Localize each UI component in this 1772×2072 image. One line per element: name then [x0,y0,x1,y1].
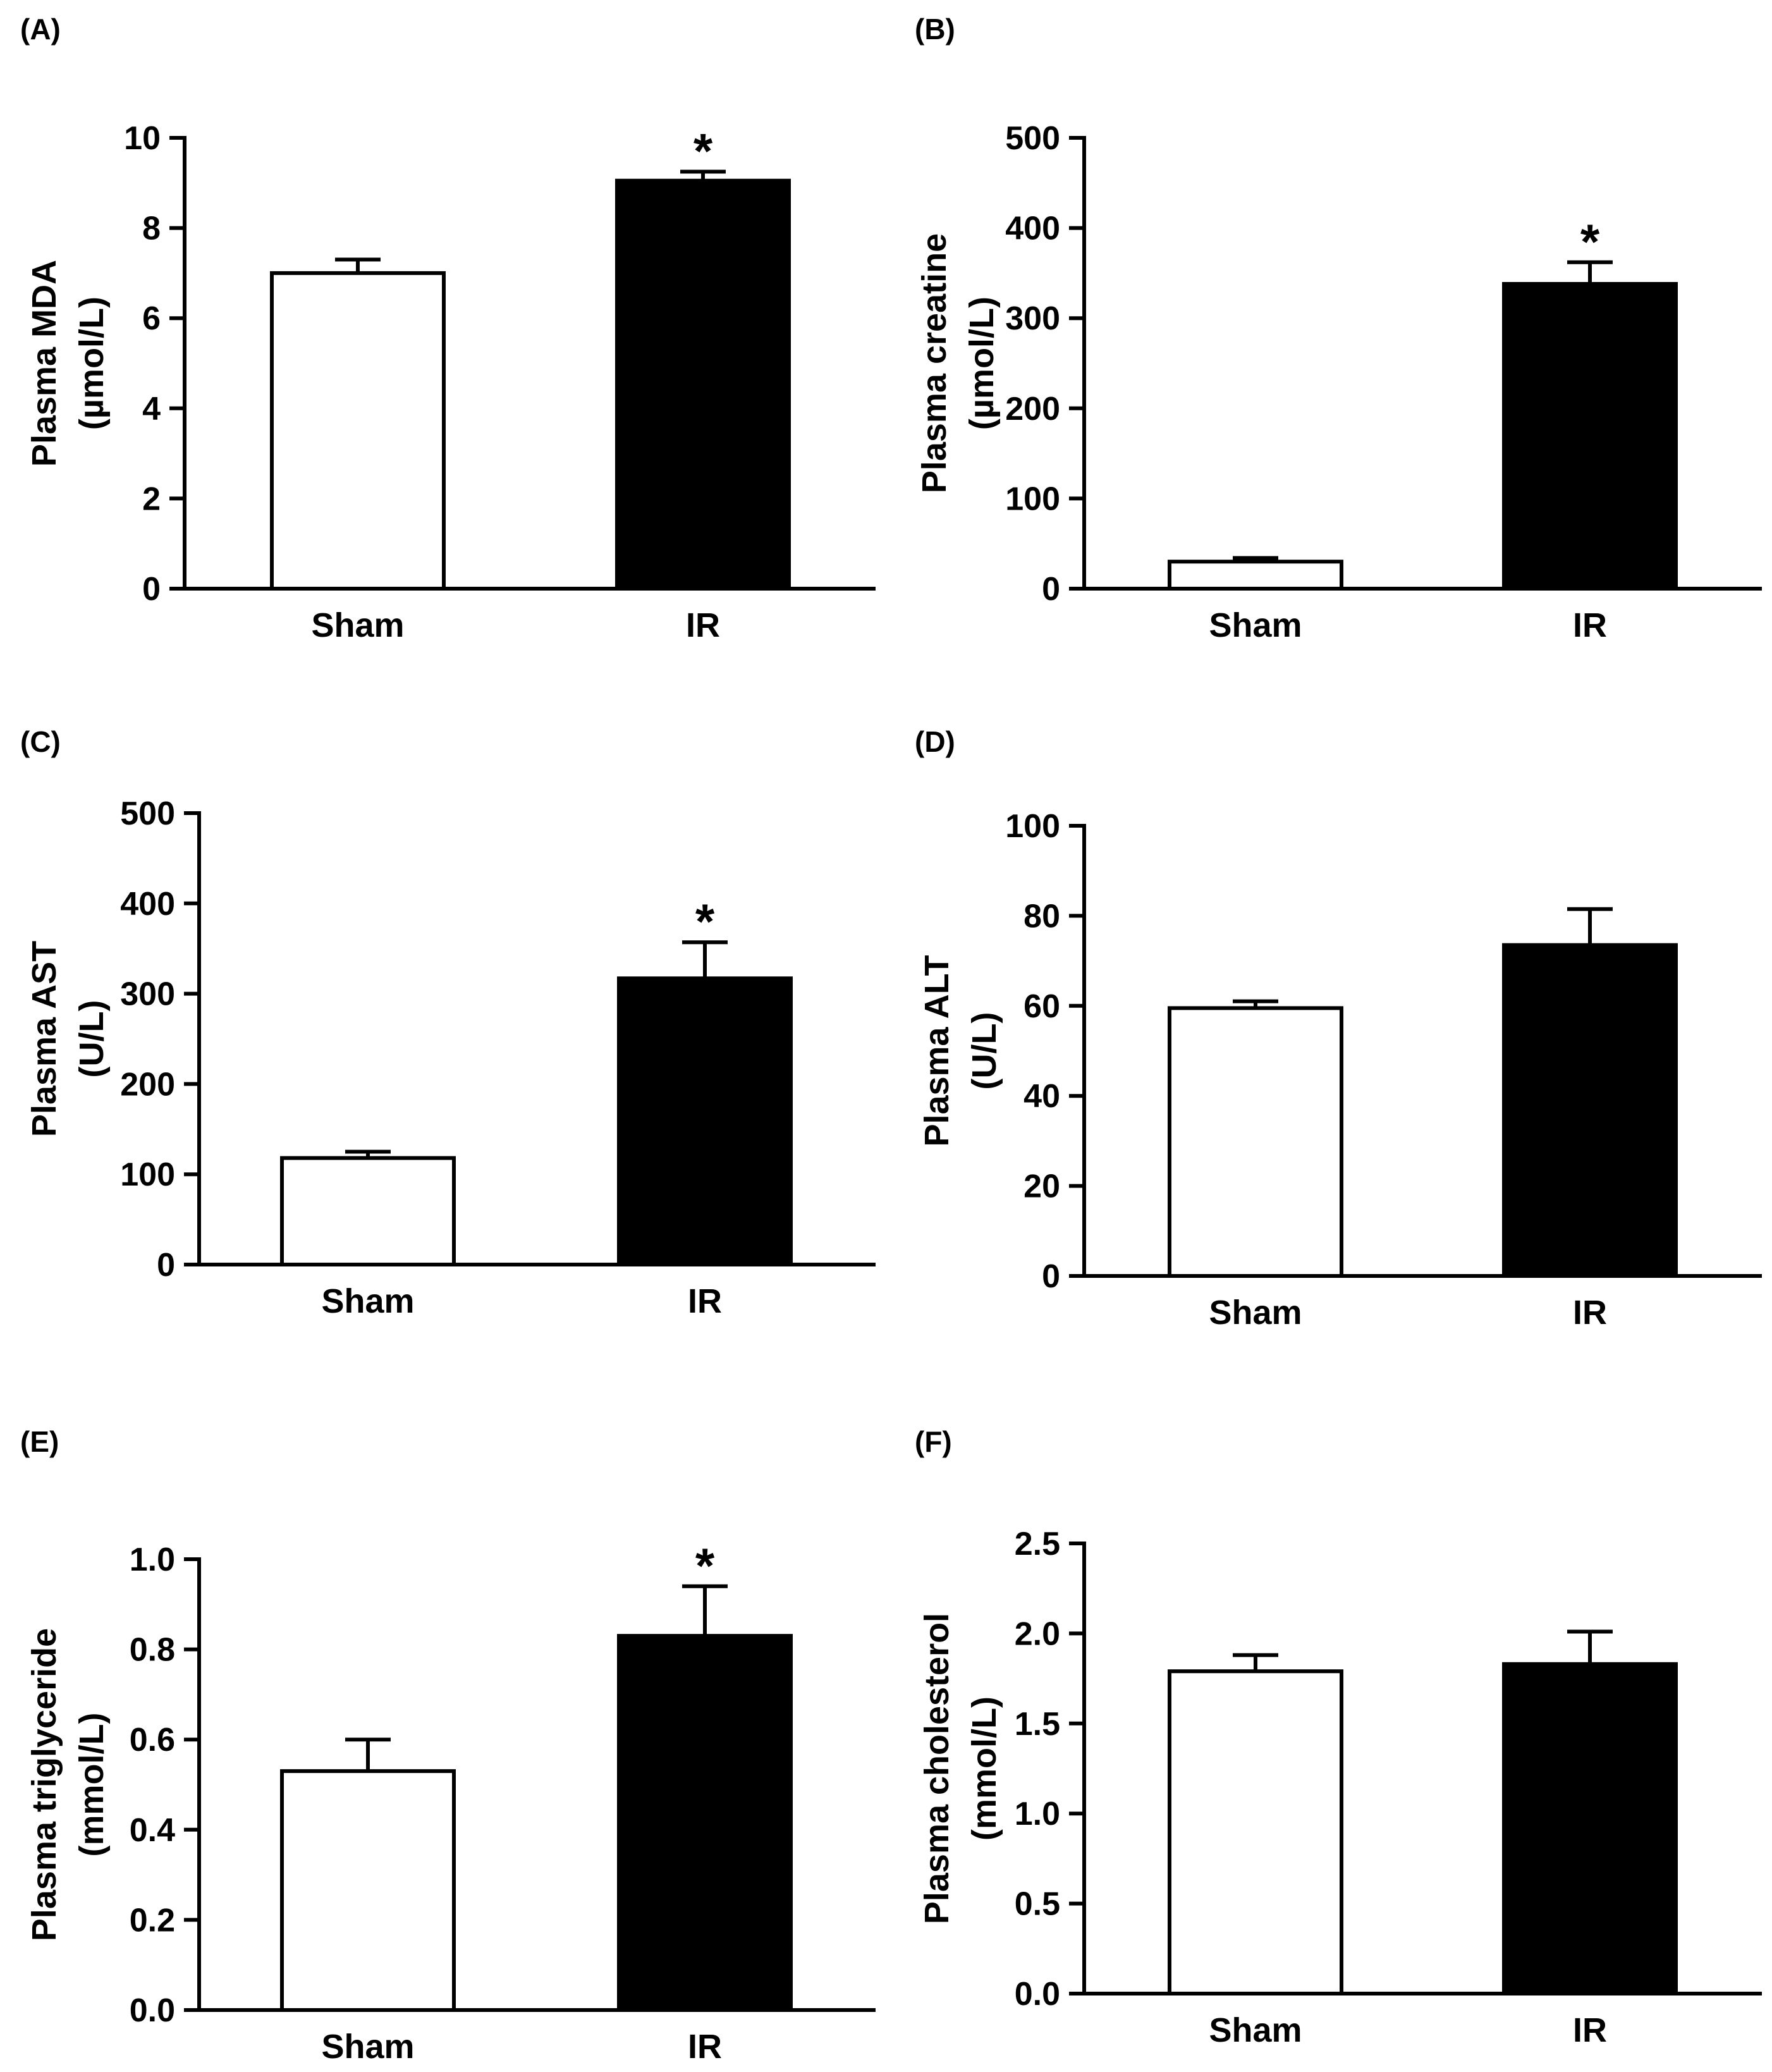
y-tick-label: 1.5 [1015,1706,1060,1743]
y-tick-label: 10 [124,120,161,157]
y-axis-title: (µmol/L) [963,297,1001,430]
x-category-label: Sham [1209,2011,1302,2049]
bar-ir [617,1634,793,2012]
y-tick-label: 80 [1023,898,1060,935]
significance-marker: * [695,893,715,949]
y-tick-label: 8 [142,211,161,247]
y-tick-label: 100 [1005,481,1060,517]
significance-marker: * [1580,214,1600,269]
x-category-label: Sham [311,606,404,644]
bar-ir [615,178,791,591]
y-tick-label: 0.8 [130,1632,175,1669]
y-tick-label: 0.5 [1015,1886,1060,1923]
panel-label: (B) [915,13,955,46]
y-tick-label: 300 [120,976,175,1013]
x-category-label: Sham [321,2028,414,2066]
y-tick-label: 40 [1023,1078,1060,1115]
y-tick-label: 2.0 [1015,1615,1060,1652]
y-axis-title: (U/L) [965,1012,1003,1090]
panel-e: (E) 0.0 0.2 0.4 0.6 0.8 1.0 Sham * IR Plasma trigl… [20,1425,876,2066]
y-tick-label: 0.2 [130,1902,175,1939]
bar-ir [1502,943,1678,1278]
y-tick-label: 1.0 [130,1542,175,1578]
panel-a: (A) 0 2 4 6 8 10 Sham * IR Plasma MDA (µmol/L) [20,13,876,644]
x-category-label: Sham [321,1282,414,1320]
y-tick-label: 500 [1005,120,1060,157]
bar-sham [1168,1669,1343,1995]
panel-label: (D) [915,725,955,758]
y-tick-label: 400 [1005,211,1060,247]
y-tick-label: 500 [120,795,175,832]
panel-label: (C) [20,725,61,758]
x-category-label: IR [1573,606,1607,644]
panel-b: (B) 0 100 200 300 400 500 Sham * IR Plasma creatin… [915,13,1762,644]
significance-marker: * [695,1538,715,1593]
panel-d: (D) 0 20 40 60 80 100 Sham IR Plasma ALT (U/L) [915,725,1762,1332]
significance-marker: * [694,123,713,178]
y-tick-label: 60 [1023,988,1060,1025]
x-category-label: Sham [1209,1294,1302,1332]
bar-ir [617,976,793,1266]
y-tick-label: 200 [120,1066,175,1103]
y-tick-label: 0 [1042,1258,1060,1295]
y-axis-title: (mmol/L) [965,1696,1003,1841]
panel-label: (F) [915,1425,952,1458]
bar-sham [1168,560,1343,591]
y-tick-label: 0 [142,571,161,608]
y-axis-title: Plasma creatine [915,233,953,493]
panel-f: (F) 0.0 0.5 1.0 1.5 2.0 2.5 Sham IR Plasma choles… [915,1425,1762,2049]
y-tick-label: 400 [120,886,175,923]
y-axis-title: Plasma cholesterol [918,1613,956,1924]
x-category-label: IR [1573,1294,1607,1332]
y-tick-label: 6 [142,300,161,337]
y-tick-label: 0.0 [1015,1976,1060,2013]
y-axis-title: Plasma triglyceride [25,1628,63,1941]
y-tick-label: 100 [1005,808,1060,845]
y-tick-label: 1.0 [1015,1796,1060,1832]
bar-sham [270,271,446,591]
y-tick-label: 4 [142,391,161,427]
x-category-label: IR [688,2028,722,2066]
bar-ir [1502,282,1678,591]
x-category-label: IR [688,1282,722,1320]
y-tick-label: 0 [1042,571,1060,608]
y-axis-title: (mmol/L) [73,1713,111,1857]
panel-label: (A) [20,13,61,46]
y-axis-title: Plasma AST [25,941,63,1137]
y-tick-label: 0.4 [130,1812,175,1849]
x-category-label: IR [686,606,720,644]
y-tick-label: 200 [1005,391,1060,427]
y-axis-title: Plasma ALT [918,955,956,1146]
x-category-label: IR [1573,2011,1607,2049]
y-tick-label: 20 [1023,1168,1060,1205]
y-tick-label: 0.6 [130,1722,175,1758]
y-tick-label: 2.5 [1015,1526,1060,1562]
y-tick-label: 100 [120,1156,175,1193]
y-tick-label: 300 [1005,300,1060,337]
y-tick-label: 2 [142,481,161,517]
y-tick-label: 0.0 [130,1992,175,2029]
panel-c: (C) 0 100 200 300 400 500 Sham * IR Plasma AST (U/L… [20,725,876,1320]
bar-sham [1168,1006,1343,1278]
bar-sham [280,1156,456,1266]
y-axis-title: Plasma MDA [25,260,63,467]
y-axis-title: (µmol/L) [73,297,111,430]
bar-sham [280,1769,456,2013]
bar-ir [1502,1662,1678,1995]
panel-label: (E) [20,1425,59,1458]
y-tick-label: 0 [157,1247,175,1284]
y-axis-title: (U/L) [73,1000,111,1078]
x-category-label: Sham [1209,606,1302,644]
